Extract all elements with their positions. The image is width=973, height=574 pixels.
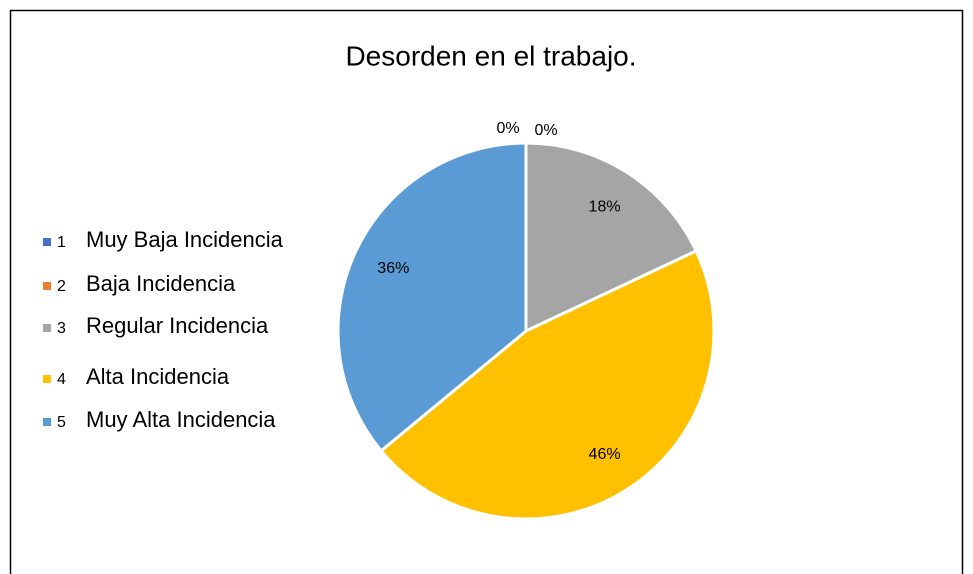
pie-slice [524, 141, 699, 334]
legend-swatch [43, 418, 51, 426]
pie-slice [379, 248, 716, 521]
legend-swatch [43, 375, 51, 383]
data-label: 0% [534, 122, 557, 139]
pie-slice [336, 141, 528, 453]
legend-swatch [43, 324, 51, 332]
legend-number: 3 [57, 320, 66, 337]
legend-swatch [43, 282, 51, 290]
legend-label: Muy Baja Incidencia [86, 227, 284, 252]
legend-number: 1 [57, 234, 66, 251]
data-label: 36% [377, 260, 409, 277]
data-label: 46% [589, 446, 621, 463]
chart-title: Desorden en el trabajo. [345, 40, 636, 71]
legend-label: Baja Incidencia [86, 271, 236, 296]
legend-label: Muy Alta Incidencia [86, 407, 276, 432]
legend-label: Regular Incidencia [86, 313, 269, 338]
legend-number: 4 [57, 371, 66, 388]
legend-label: Alta Incidencia [86, 364, 230, 389]
legend-number: 2 [57, 278, 66, 295]
data-label: 18% [589, 198, 621, 215]
legend-number: 5 [57, 414, 66, 431]
data-label: 0% [496, 120, 519, 137]
legend-swatch [43, 238, 51, 246]
